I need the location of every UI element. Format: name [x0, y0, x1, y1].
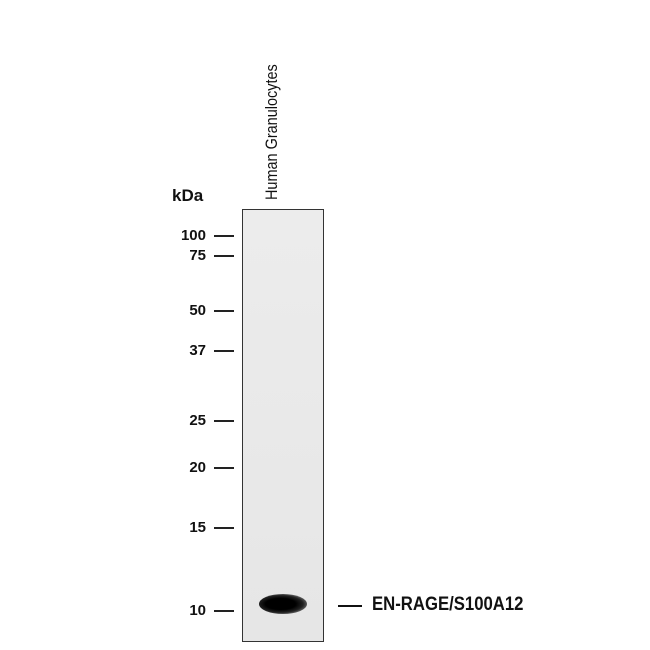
lane-label: Human Granulocytes [262, 64, 281, 200]
marker-tick [214, 467, 234, 469]
marker-tick [214, 310, 234, 312]
marker-label: 20 [189, 459, 206, 476]
marker-tick [214, 420, 234, 422]
marker-10: 10 [150, 603, 234, 619]
marker-label: 100 [180, 227, 206, 244]
band-label: EN-RAGE/S100A12 [372, 594, 524, 615]
protein-band [259, 594, 307, 614]
marker-50: 50 [150, 303, 234, 319]
marker-100: 100 [150, 228, 234, 244]
band-pointer-line [338, 605, 362, 607]
marker-label: 15 [189, 519, 206, 536]
marker-20: 20 [150, 460, 234, 476]
marker-label: 37 [189, 342, 206, 359]
marker-tick [214, 235, 234, 237]
marker-label: 50 [189, 302, 206, 319]
marker-25: 25 [150, 413, 234, 429]
marker-label: 10 [189, 602, 206, 619]
marker-label: 25 [189, 412, 206, 429]
marker-tick [214, 527, 234, 529]
blot-lane [242, 209, 324, 642]
marker-37: 37 [150, 343, 234, 359]
marker-tick [214, 610, 234, 612]
marker-label: 75 [189, 247, 206, 264]
marker-tick [214, 255, 234, 257]
kda-unit-label: kDa [172, 186, 204, 205]
marker-75: 75 [150, 248, 234, 264]
marker-tick [214, 350, 234, 352]
marker-15: 15 [150, 520, 234, 536]
